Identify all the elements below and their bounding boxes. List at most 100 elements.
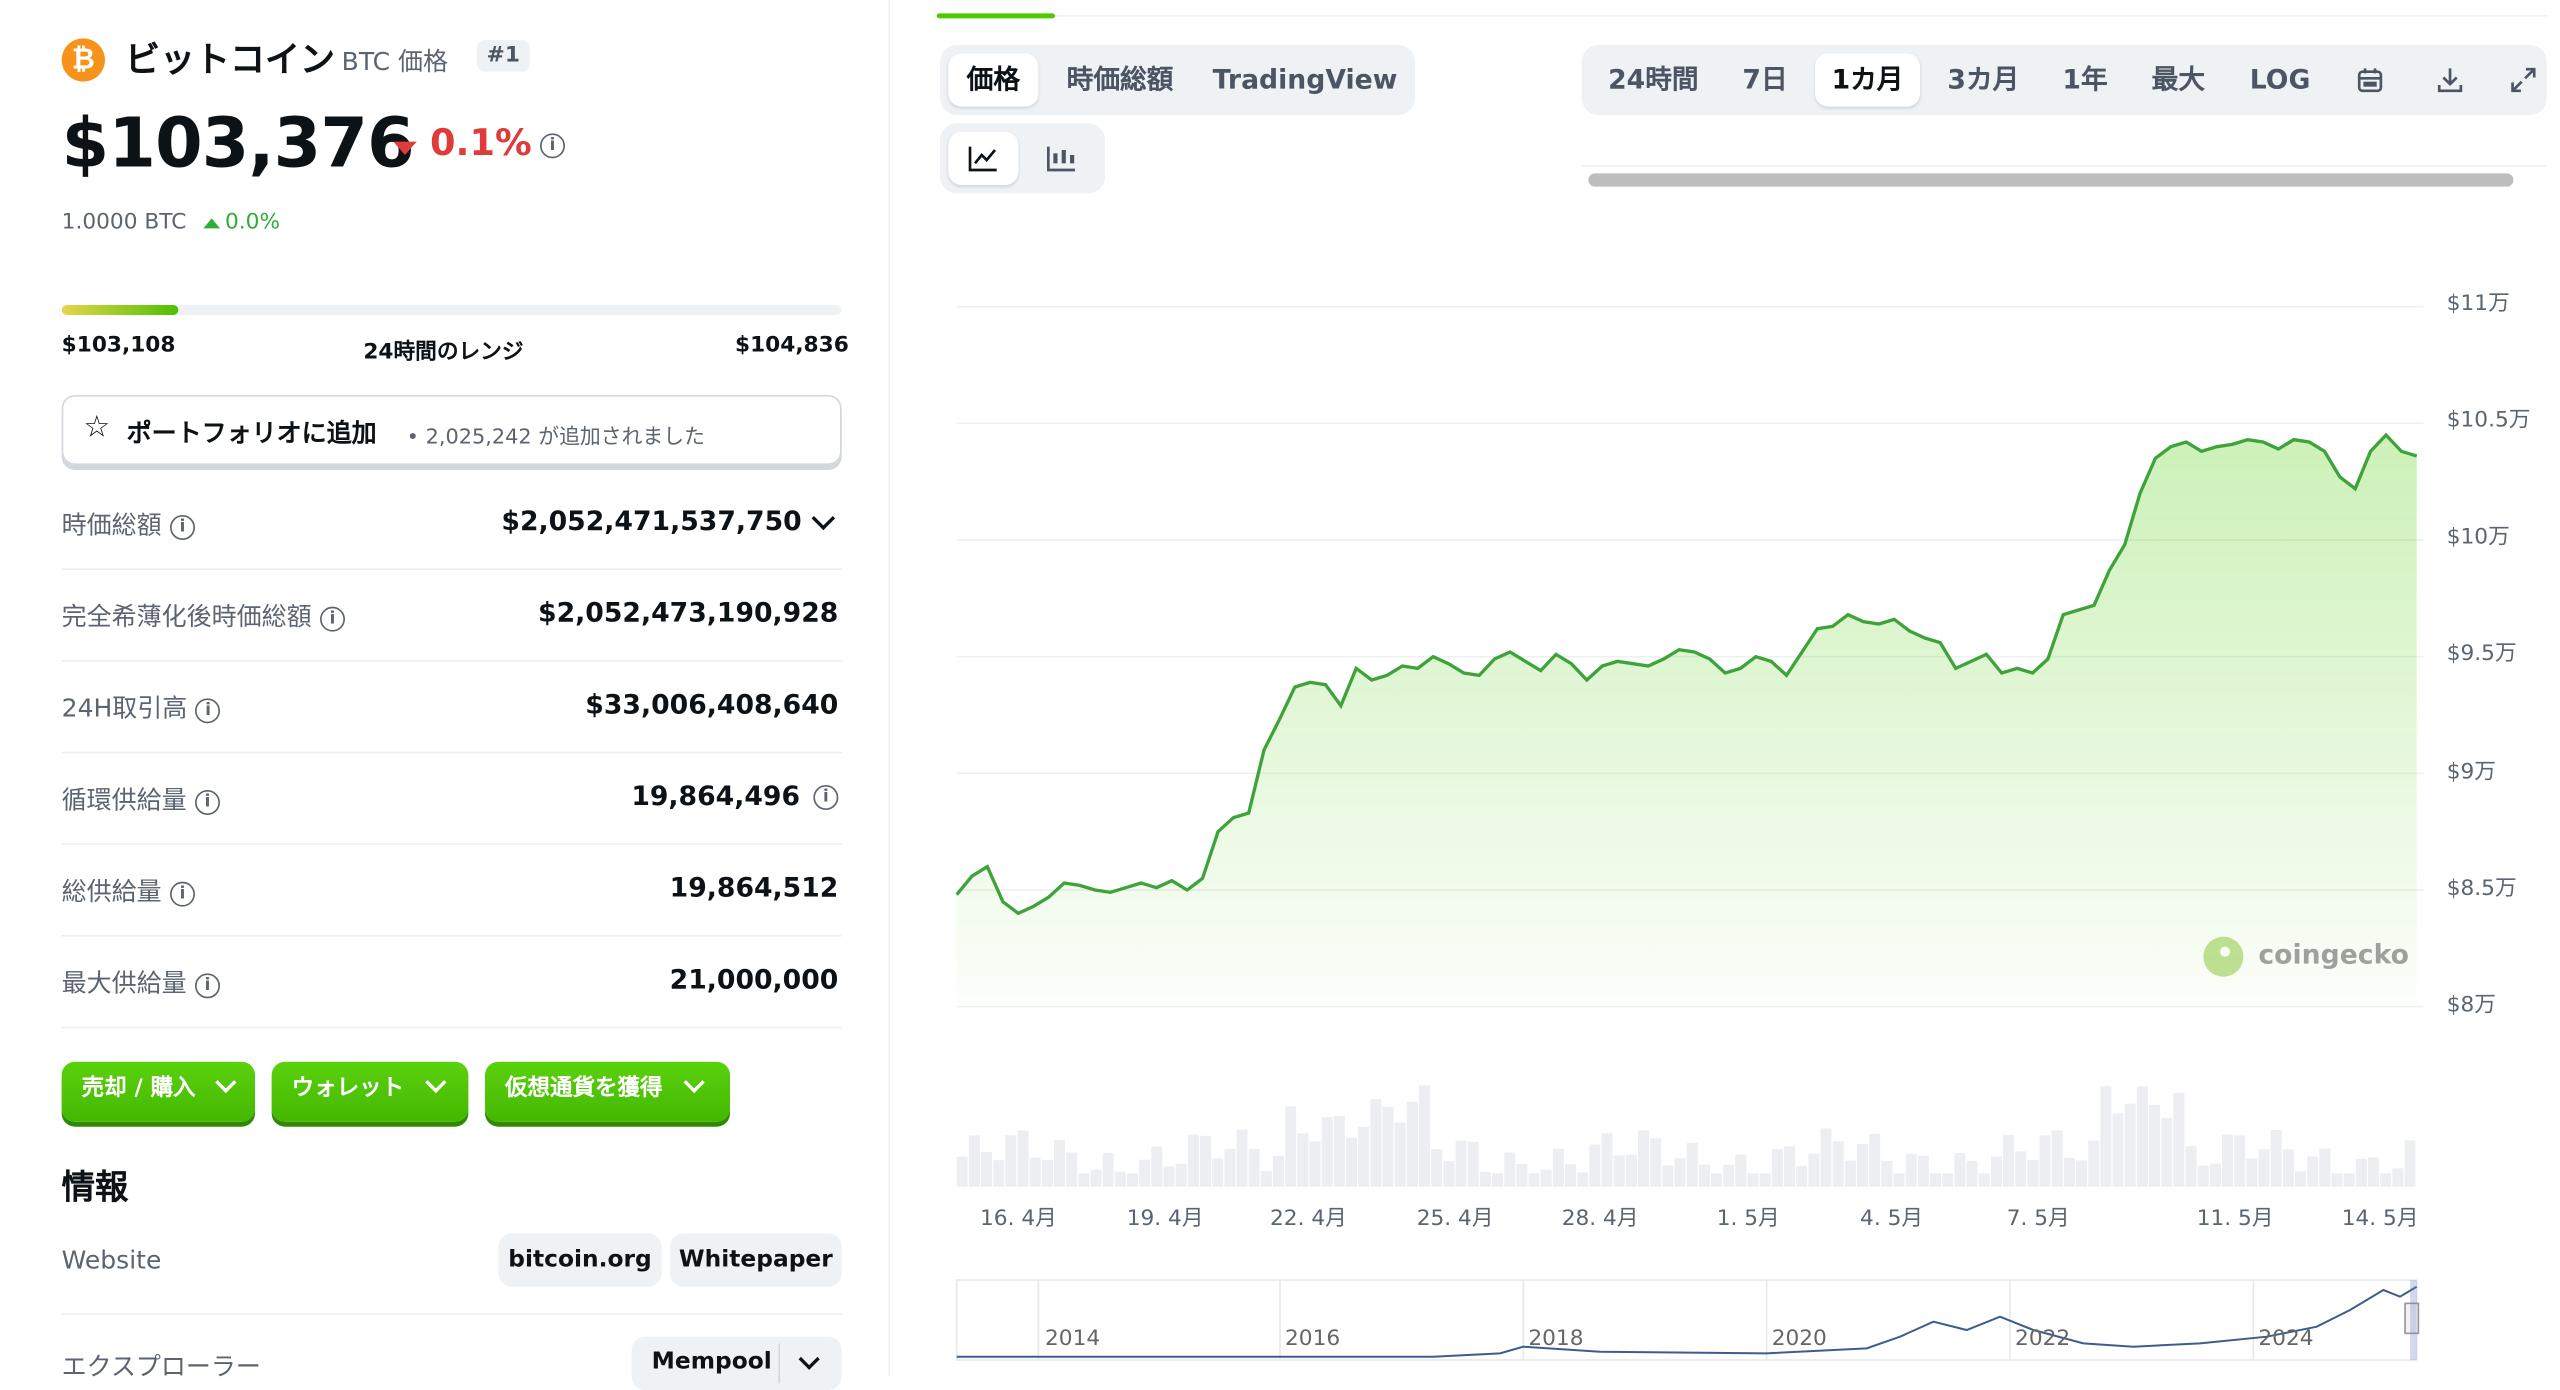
info-icon[interactable]: i — [170, 881, 196, 907]
earn-crypto-label: 仮想通貨を獲得 — [505, 1075, 663, 1102]
add-to-portfolio-button[interactable]: ☆ ポートフォリオに追加 • 2,025,242 が追加されました — [61, 395, 842, 466]
website-link-bitcoin-org[interactable]: bitcoin.org — [498, 1233, 662, 1287]
active-tab-indicator — [936, 13, 1056, 19]
stat-row-max-supply: 最大供給量 i 21,000,000 — [61, 935, 842, 1029]
whitepaper-link[interactable]: Whitepaper — [670, 1233, 842, 1287]
volume-bar — [1467, 1141, 1479, 1187]
info-icon[interactable]: i — [195, 973, 221, 999]
volume-bar — [1236, 1129, 1248, 1187]
range-1y[interactable]: 1年 — [2062, 63, 2108, 96]
info-icon[interactable]: i — [170, 515, 196, 541]
volume-bar — [2404, 1140, 2416, 1187]
volume-bar — [2136, 1086, 2148, 1187]
price-chart[interactable] — [933, 210, 2533, 1377]
x-tick-label: 1. 5月 — [1716, 1206, 1780, 1232]
history-navigator[interactable] — [955, 1279, 2420, 1361]
info-icon[interactable]: i — [320, 606, 346, 632]
volume-bar — [1735, 1154, 1747, 1187]
volume-bar — [2003, 1134, 2015, 1187]
x-tick-label: 4. 5月 — [1860, 1206, 1924, 1232]
info-icon[interactable]: i — [195, 698, 221, 724]
volume-bar — [2246, 1158, 2258, 1187]
volume-bar — [1747, 1173, 1759, 1187]
tab-market-cap[interactable]: 時価総額 — [1066, 63, 1174, 96]
range-3m[interactable]: 3カ月 — [1947, 63, 2020, 96]
candlestick-icon[interactable] — [1027, 132, 1097, 185]
volume-bar — [1224, 1148, 1236, 1187]
info-icon[interactable]: i — [195, 790, 221, 816]
download-icon[interactable] — [2422, 53, 2479, 106]
explorer-select[interactable]: Mempool — [631, 1336, 842, 1390]
x-tick-label: 7. 5月 — [2006, 1206, 2070, 1232]
volume-bar — [1625, 1154, 1637, 1187]
range-log[interactable]: LOG — [2249, 63, 2311, 96]
volume-bar — [1175, 1163, 1187, 1187]
expand-icon[interactable] — [2502, 53, 2545, 106]
volume-bar — [2088, 1140, 2100, 1187]
stat-row-fdv: 完全希薄化後時価総額 i $2,052,473,190,928 — [61, 568, 842, 662]
volume-bar — [1723, 1164, 1735, 1187]
volume-bar — [1613, 1155, 1625, 1187]
volume-bar — [1857, 1144, 1869, 1187]
line-chart-icon[interactable] — [948, 131, 1019, 186]
range-1m[interactable]: 1カ月 — [1815, 53, 1921, 107]
volume-bar — [1881, 1161, 1893, 1187]
volume-bar — [2051, 1130, 2063, 1187]
range-bar-fill — [61, 305, 179, 316]
chevron-down-icon[interactable] — [798, 1348, 820, 1370]
calendar-icon[interactable] — [2342, 53, 2399, 106]
volume-bar — [1358, 1126, 1370, 1187]
volume-bar — [2343, 1173, 2355, 1187]
info-icon[interactable]: i — [540, 133, 566, 159]
coin-name: ビットコイン — [125, 40, 336, 81]
x-tick-label: 16. 4月 — [980, 1206, 1057, 1232]
volume-bar — [1540, 1169, 1552, 1187]
volume-bar — [1431, 1149, 1443, 1187]
tab-price[interactable]: 価格 — [948, 53, 1039, 107]
volume-bar — [1017, 1130, 1029, 1187]
range-max[interactable]: 最大 — [2151, 63, 2206, 96]
stat-value: 19,864,512 — [669, 871, 839, 904]
volume-bar — [1930, 1173, 1942, 1187]
navigator-handle[interactable] — [2404, 1302, 2420, 1335]
portfolio-count: • 2,025,242 が追加されました — [406, 423, 705, 449]
info-heading: 情報 — [61, 1166, 129, 1207]
range-24h[interactable]: 24時間 — [1608, 63, 1699, 96]
portfolio-label: ポートフォリオに追加 — [126, 418, 377, 449]
wallet-button[interactable]: ウォレット — [271, 1061, 469, 1122]
info-icon[interactable]: i — [813, 785, 839, 811]
volume-bar — [1260, 1171, 1272, 1187]
range-tabs-scrollbar[interactable] — [1588, 173, 2514, 187]
buy-sell-button[interactable]: 売却 / 購入 — [61, 1061, 256, 1122]
stat-value: 19,864,496 — [631, 780, 801, 812]
earn-crypto-button[interactable]: 仮想通貨を獲得 — [485, 1061, 731, 1122]
volume-bar — [1492, 1173, 1504, 1187]
coingecko-watermark: coingecko — [2203, 933, 2409, 980]
volume-bar — [1127, 1173, 1139, 1187]
website-label: Website — [61, 1245, 162, 1276]
range-high: $104,836 — [735, 333, 849, 359]
volume-bar — [1200, 1135, 1212, 1187]
volume-bar — [2076, 1160, 2088, 1187]
volume-bar — [1698, 1164, 1710, 1187]
volume-bar — [2319, 1148, 2331, 1187]
volume-bar — [1589, 1144, 1601, 1187]
history-tick-label: 2024 — [2258, 1326, 2314, 1352]
volume-bar — [1382, 1106, 1394, 1187]
volume-bar — [1443, 1161, 1455, 1187]
chevron-down-icon[interactable] — [811, 506, 836, 531]
volume-bar — [2258, 1149, 2270, 1187]
tab-tradingview[interactable]: TradingView — [1212, 63, 1398, 96]
volume-bar — [1917, 1155, 1929, 1187]
volume-bar — [2100, 1086, 2112, 1187]
chart-type-tabs: 価格 時価総額 TradingView — [940, 45, 1416, 116]
range-7d[interactable]: 7日 — [1742, 63, 1788, 96]
volume-bar — [1066, 1152, 1078, 1187]
volume-bar — [2368, 1157, 2380, 1187]
history-tick-label: 2018 — [1528, 1326, 1584, 1352]
history-tick-label: 2020 — [1771, 1326, 1827, 1352]
volume-bar — [1516, 1164, 1528, 1187]
volume-bar — [1771, 1149, 1783, 1187]
volume-bar — [1285, 1106, 1297, 1187]
coingecko-wordmark: coingecko — [2258, 938, 2409, 971]
